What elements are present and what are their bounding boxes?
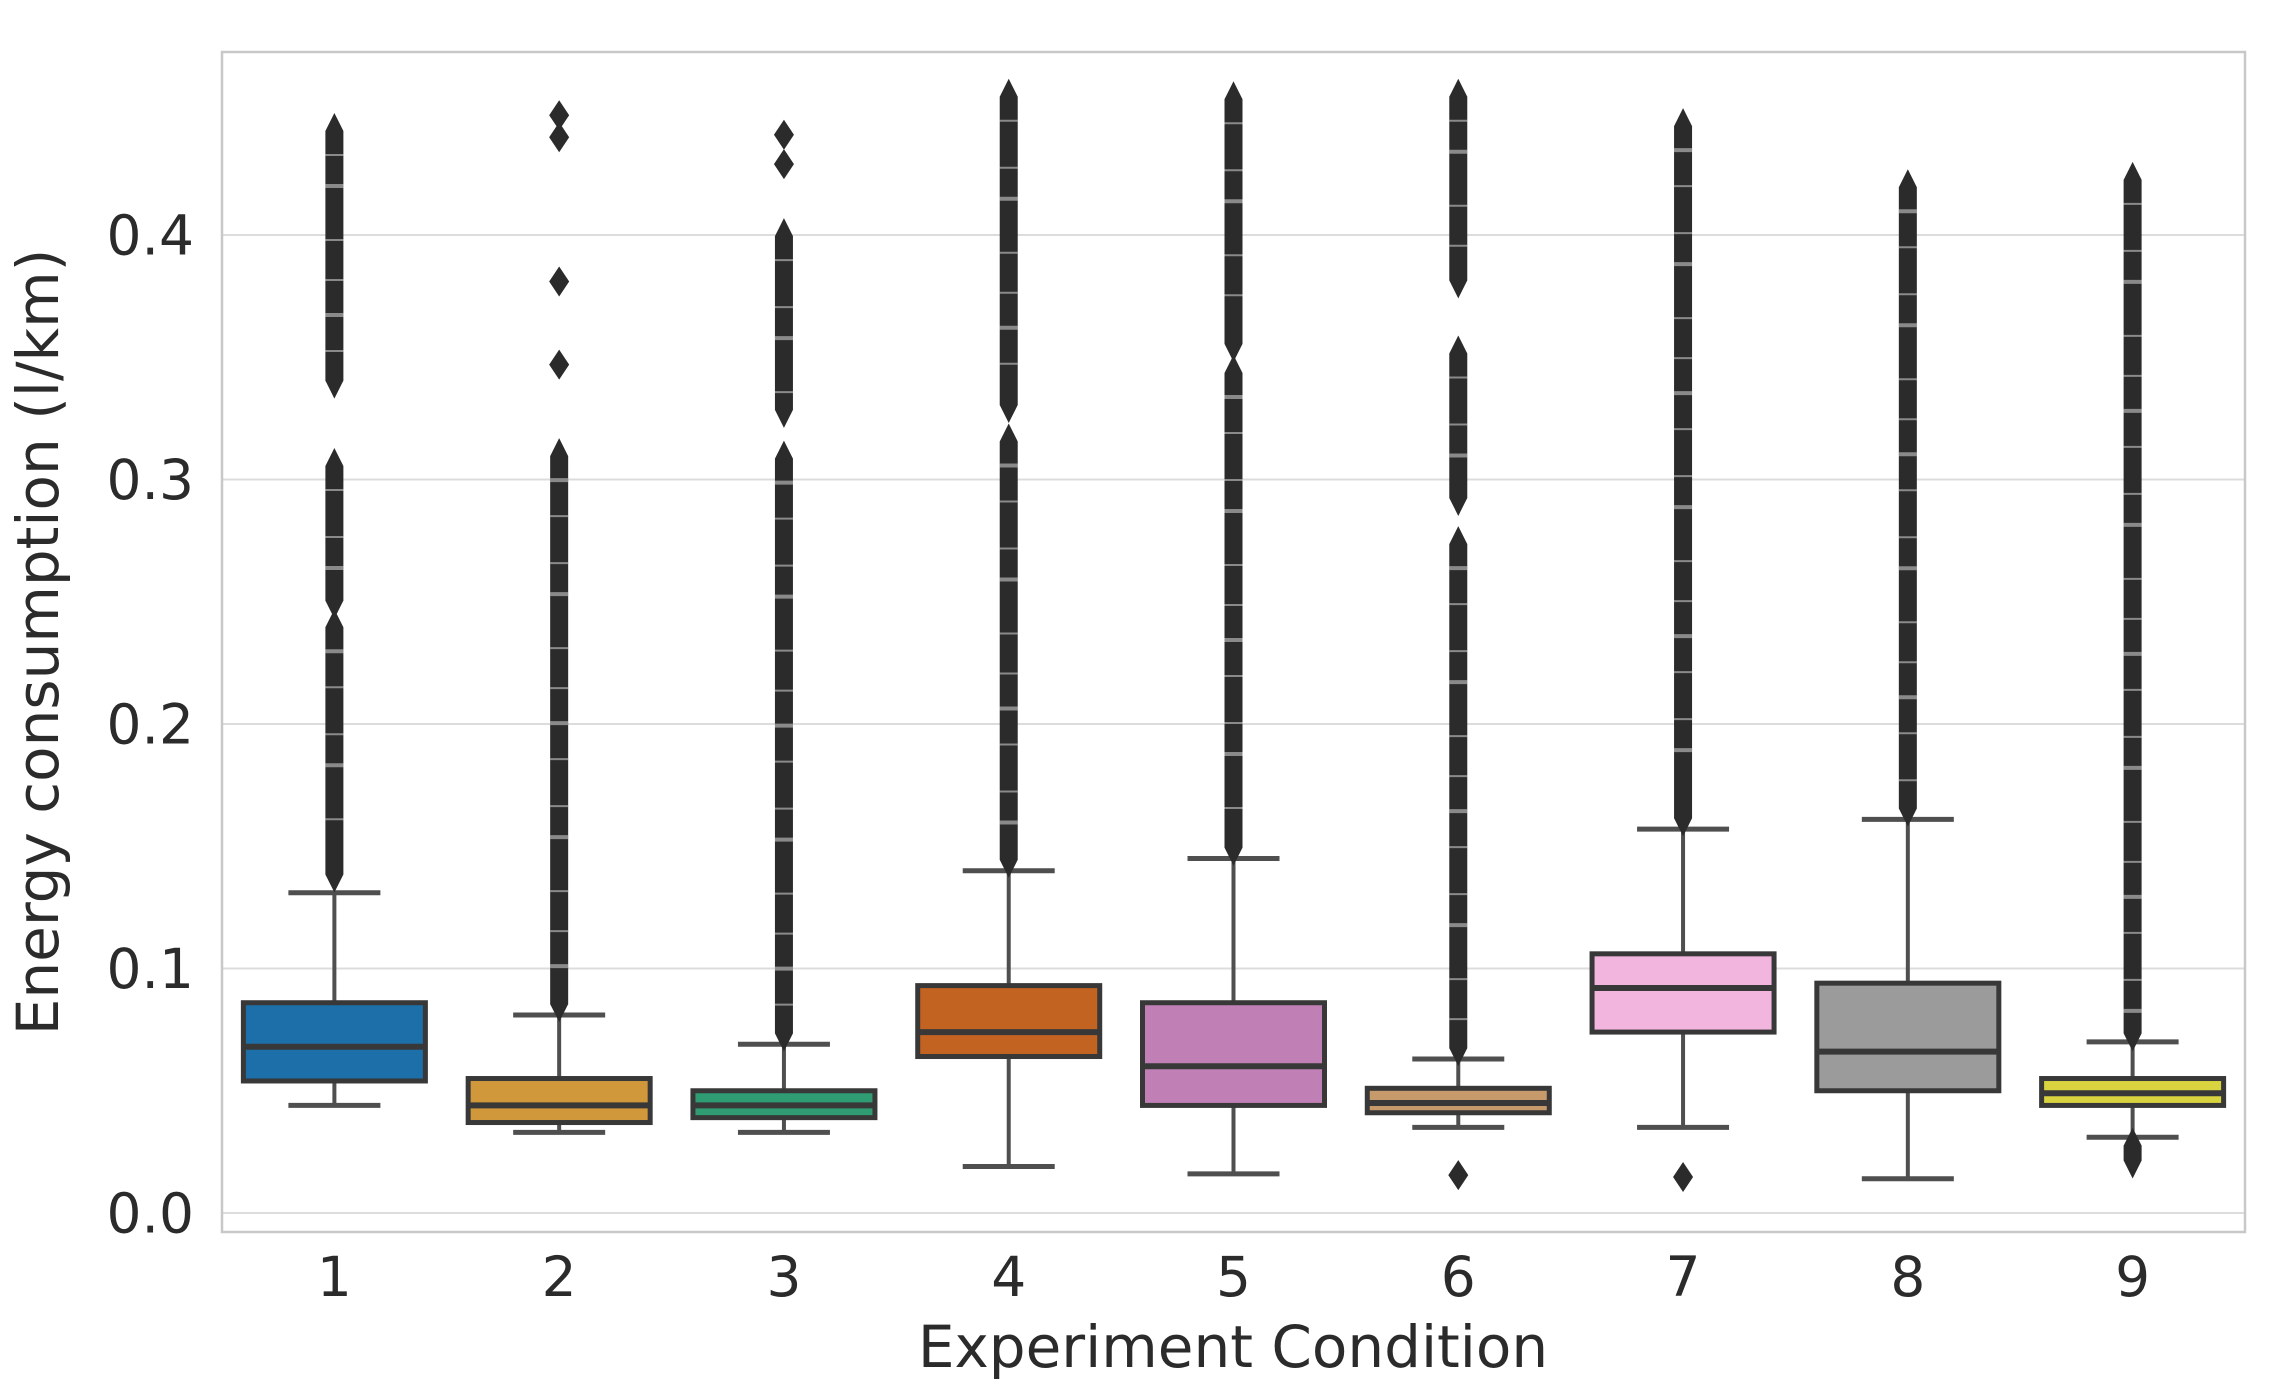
- outlier-column: [999, 78, 1018, 424]
- x-axis-label: Experiment Condition: [918, 1313, 1548, 1381]
- y-tick-label: 0.1: [107, 937, 194, 1001]
- y-tick-label: 0.4: [107, 203, 194, 267]
- outlier-column: [774, 218, 793, 428]
- outlier-diamond: [1448, 1160, 1469, 1191]
- outlier-column: [2123, 1127, 2142, 1179]
- outlier-column: [1449, 335, 1468, 516]
- outlier-column: [325, 609, 344, 893]
- outlier-column: [1898, 169, 1917, 827]
- x-tick-label: 6: [1441, 1245, 1476, 1309]
- outlier-column: [550, 438, 569, 1023]
- outlier-column: [1674, 108, 1693, 837]
- box-rect: [240, 1000, 428, 1084]
- x-tick-label: 8: [1890, 1245, 1925, 1309]
- outlier-column: [1449, 526, 1468, 1067]
- outlier-column: [774, 440, 793, 1052]
- y-axis-label: Energy consumption (l/km): [4, 249, 72, 1035]
- outlier-diamond: [549, 122, 570, 153]
- plot-area: 0.0 0.1 0.2 0.3 0.4 1 2 3 4 5 6 7 8 9: [107, 50, 2247, 1309]
- y-tick-label: 0.0: [107, 1181, 194, 1245]
- box-rect: [915, 983, 1103, 1060]
- outlier-diamond: [773, 119, 794, 150]
- outlier-column: [1224, 355, 1243, 866]
- outlier-column: [1449, 78, 1468, 299]
- box-rect: [465, 1076, 653, 1126]
- x-tick-label: 9: [2115, 1245, 2150, 1309]
- outlier-diamond: [773, 149, 794, 180]
- x-tick-label: 2: [542, 1245, 577, 1309]
- outlier-column: [325, 447, 344, 619]
- y-tick-label: 0.2: [107, 692, 194, 756]
- box-rect: [1814, 980, 2002, 1094]
- box-rect: [1589, 951, 1777, 1035]
- outlier-diamond: [549, 349, 570, 380]
- outlier-column: [999, 423, 1018, 878]
- x-tick-label: 3: [766, 1245, 801, 1309]
- x-tick-label: 4: [991, 1245, 1026, 1309]
- outlier-column: [2123, 161, 2142, 1052]
- x-tick-label: 5: [1216, 1245, 1251, 1309]
- outlier-column: [1224, 81, 1243, 362]
- x-tick-label: 7: [1666, 1245, 1701, 1309]
- outlier-diamond: [549, 100, 570, 131]
- x-tick-label: 1: [317, 1245, 352, 1309]
- outlier-column: [325, 112, 344, 399]
- box-rect: [1140, 1000, 1327, 1108]
- axes-spines: [220, 50, 2247, 1234]
- outlier-diamond: [549, 266, 570, 297]
- y-tick-label: 0.3: [107, 448, 194, 512]
- outlier-diamond: [1673, 1162, 1694, 1193]
